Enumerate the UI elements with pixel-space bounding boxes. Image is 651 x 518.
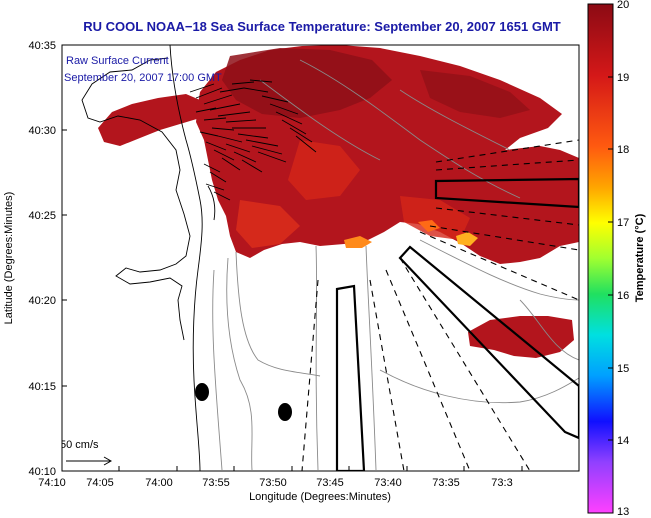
x-tick-2: 74:00 [145, 477, 173, 489]
colorbar-label: Temperature (°C) [634, 213, 646, 302]
colorbar-tick-5: 15 [617, 363, 629, 375]
sst-warm-1 [288, 140, 360, 200]
scale-label: 50 cm/s [60, 439, 99, 451]
x-tick-8: 73:3 [491, 477, 512, 489]
sst-warm-edge-3 [418, 220, 440, 232]
colorbar-tick-7: 13 [617, 506, 629, 518]
sst-warm-2 [236, 200, 300, 248]
sst-warm-3 [400, 196, 470, 240]
current-vectors [189, 79, 317, 201]
sst-patch-dark [222, 48, 392, 118]
sst-patch-nub [98, 94, 200, 146]
colorbar-gradient [587, 3, 614, 514]
colorbar-tick-6: 14 [617, 435, 629, 447]
scale-vector: 50 cm/s [60, 439, 113, 466]
map-layers: 50 cm/s Raw Surface Current September 20… [60, 45, 579, 471]
station-dot-2 [278, 403, 292, 421]
colorbar-tick-2: 18 [617, 144, 629, 156]
x-tick-0: 74:10 [38, 477, 66, 489]
colorbar-tick-4: 16 [617, 290, 629, 302]
coastline [81, 45, 216, 471]
colorbar-tick-1: 19 [617, 72, 629, 84]
colorbar-tick-0: 20 [617, 0, 629, 11]
map-title: RU COOL NOAA−18 Sea Surface Temperature:… [83, 19, 561, 34]
survey-boxes [335, 177, 579, 471]
y-tick-0: 40:35 [28, 40, 56, 52]
bathymetry-contours [212, 59, 579, 471]
sst-warm-edge-2 [456, 232, 478, 246]
sst-patch-dark2 [420, 70, 530, 118]
x-tick-7: 73:35 [432, 477, 460, 489]
plot-frame [61, 44, 580, 472]
y-tick-3: 40:20 [28, 295, 56, 307]
y-tick-4: 40:15 [28, 381, 56, 393]
colorbar-tick-3: 17 [617, 217, 629, 229]
x-tick-5: 73:45 [316, 477, 344, 489]
sst-warm-edge-1 [344, 236, 372, 248]
y-tick-1: 40:30 [28, 125, 56, 137]
x-axis: 74:10 74:05 74:00 73:55 73:50 73:45 73:4… [38, 466, 523, 503]
legend-line-1: Raw Surface Current [66, 55, 169, 67]
y-axis-label: Latitude (Degrees:Minutes) [3, 192, 15, 325]
legend-line-2: September 20, 2007 17:00 GMT [64, 72, 222, 84]
y-tick-2: 40:25 [28, 210, 56, 222]
y-axis: 40:35 40:30 40:25 40:20 40:15 40:10 Lati… [3, 40, 67, 478]
y-tick-5: 40:10 [28, 466, 56, 478]
x-tick-4: 73:50 [259, 477, 287, 489]
x-tick-6: 73:40 [374, 477, 402, 489]
x-tick-3: 73:55 [202, 477, 230, 489]
station-dot-1 [195, 383, 209, 401]
colorbar: 20 19 18 17 16 15 14 13 Temperature (°C) [587, 0, 646, 518]
x-axis-label: Longitude (Degrees:Minutes) [249, 491, 391, 503]
x-tick-1: 74:05 [86, 477, 114, 489]
radial-dashed-lines [301, 139, 579, 471]
